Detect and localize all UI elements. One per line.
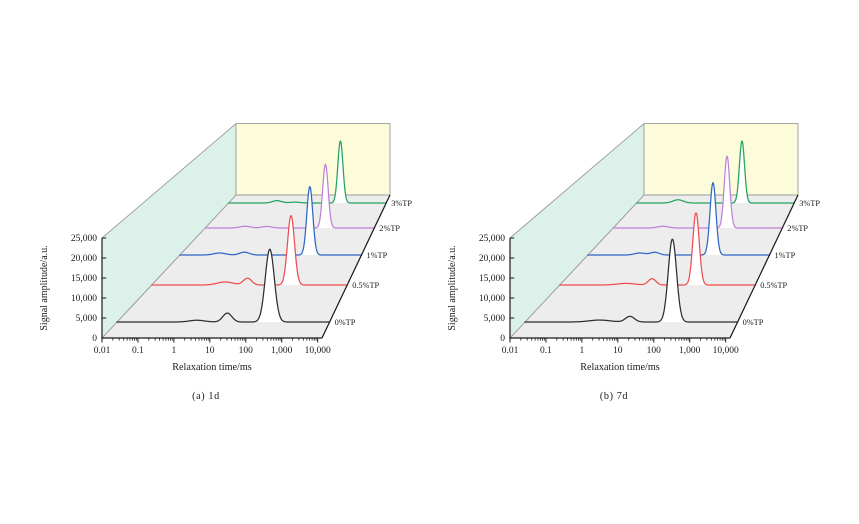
back-wall bbox=[235, 123, 391, 196]
chart-panel: 3%TP 2%TP 1%TP 0.5%TP 0%TP 0.01 0.1 1 10 100 1,000… bbox=[39, 122, 412, 402]
x-axis-title: Relaxation time/ms bbox=[172, 362, 252, 373]
series-label: 1%TP bbox=[775, 251, 796, 260]
x-tick-label: 0.1 bbox=[540, 346, 552, 356]
x-tick-label: 100 bbox=[239, 346, 254, 356]
series-curve bbox=[151, 215, 348, 286]
x-tick-label: 10 bbox=[205, 346, 215, 356]
y-tick-label: 20,000 bbox=[479, 254, 505, 264]
x-tick-label: 1 bbox=[172, 346, 177, 356]
series-curve bbox=[587, 182, 771, 256]
y-tick-label: 15,000 bbox=[71, 274, 97, 284]
x-tick-label: 10 bbox=[613, 346, 623, 356]
back-wall bbox=[643, 123, 799, 196]
y-tick-label: 5,000 bbox=[484, 314, 506, 324]
x-tick-label: 1,000 bbox=[679, 346, 701, 356]
panel-caption: (a) 1d bbox=[192, 391, 220, 402]
series-label: 2%TP bbox=[379, 224, 400, 233]
x-tick-label: 100 bbox=[647, 346, 662, 356]
peak-fill-area bbox=[116, 249, 330, 322]
series-label: 3%TP bbox=[799, 199, 820, 208]
x-tick-label: 1 bbox=[580, 346, 585, 356]
y-axis-title: Signal amplitude/a.u. bbox=[447, 245, 458, 330]
series-label: 0.5%TP bbox=[760, 281, 787, 290]
x-tick-label: 0.01 bbox=[94, 346, 111, 356]
y-tick-label: 25,000 bbox=[71, 234, 97, 244]
chart-panel: 3%TP 2%TP 1%TP 0.5%TP 0%TP 0.01 0.1 1 10 100 1,000… bbox=[447, 122, 820, 402]
series-curve bbox=[524, 238, 739, 323]
y-tick-label: 25,000 bbox=[479, 234, 505, 244]
y-tick-label: 15,000 bbox=[479, 274, 505, 284]
y-tick-label: 0 bbox=[500, 334, 505, 344]
x-tick-label: 10,000 bbox=[305, 346, 331, 356]
depth-axis-line bbox=[321, 194, 391, 339]
series-label: 0.5%TP bbox=[352, 281, 379, 290]
series-label: 1%TP bbox=[367, 251, 388, 260]
series-curve bbox=[559, 212, 756, 286]
series-label: 3%TP bbox=[391, 199, 412, 208]
series-label: 0%TP bbox=[743, 318, 764, 327]
series-label: 2%TP bbox=[787, 224, 808, 233]
x-tick-label: 10,000 bbox=[713, 346, 739, 356]
x-tick-label: 1,000 bbox=[271, 346, 293, 356]
x-tick-label: 0.01 bbox=[502, 346, 519, 356]
panel-caption: (b) 7d bbox=[600, 391, 628, 402]
y-tick-label: 0 bbox=[92, 334, 97, 344]
y-tick-label: 10,000 bbox=[479, 294, 505, 304]
series-label: 0%TP bbox=[335, 318, 356, 327]
y-tick-label: 10,000 bbox=[71, 294, 97, 304]
y-tick-label: 20,000 bbox=[71, 254, 97, 264]
y-tick-label: 5,000 bbox=[76, 314, 98, 324]
x-axis-title: Relaxation time/ms bbox=[580, 362, 660, 373]
series-curve bbox=[116, 248, 331, 323]
y-axis-title: Signal amplitude/a.u. bbox=[39, 245, 50, 330]
depth-axis-line bbox=[729, 194, 799, 339]
x-tick-label: 0.1 bbox=[132, 346, 144, 356]
